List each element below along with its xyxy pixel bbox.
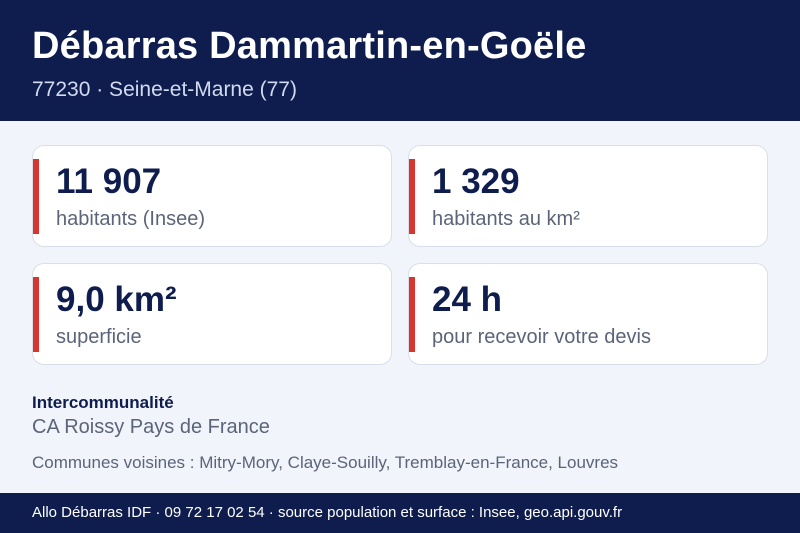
stat-value: 11 907 bbox=[56, 162, 162, 201]
accent-bar bbox=[409, 159, 415, 234]
page-header: Débarras Dammartin-en-Goële 77230 · Sein… bbox=[0, 0, 800, 121]
accent-bar bbox=[33, 277, 39, 352]
page-subtitle: 77230 · Seine-et-Marne (77) bbox=[32, 78, 297, 101]
stat-card-area: 9,0 km² superficie bbox=[32, 263, 392, 365]
stat-card-density: 1 329 habitants au km² bbox=[408, 145, 768, 247]
stat-card-quote-delay: 24 h pour recevoir votre devis bbox=[408, 263, 768, 365]
stat-value: 9,0 km² bbox=[56, 280, 177, 319]
stat-label: superficie bbox=[56, 326, 142, 348]
neighboring-communes: Communes voisines : Mitry-Mory, Claye-So… bbox=[32, 453, 619, 472]
stat-value: 24 h bbox=[432, 280, 503, 319]
intercommunalite-name: CA Roissy Pays de France bbox=[32, 416, 270, 438]
intercommunalite-heading: Intercommunalité bbox=[32, 393, 174, 412]
stat-label: pour recevoir votre devis bbox=[432, 326, 651, 348]
accent-bar bbox=[409, 277, 415, 352]
accent-bar bbox=[33, 159, 39, 234]
stat-label: habitants (Insee) bbox=[56, 208, 205, 230]
page-title: Débarras Dammartin-en-Goële bbox=[32, 25, 587, 67]
stat-label: habitants au km² bbox=[432, 208, 580, 230]
stat-value: 1 329 bbox=[432, 162, 520, 201]
page-footer: Allo Débarras IDF · 09 72 17 02 54 · sou… bbox=[0, 493, 800, 533]
stat-card-population: 11 907 habitants (Insee) bbox=[32, 145, 392, 247]
